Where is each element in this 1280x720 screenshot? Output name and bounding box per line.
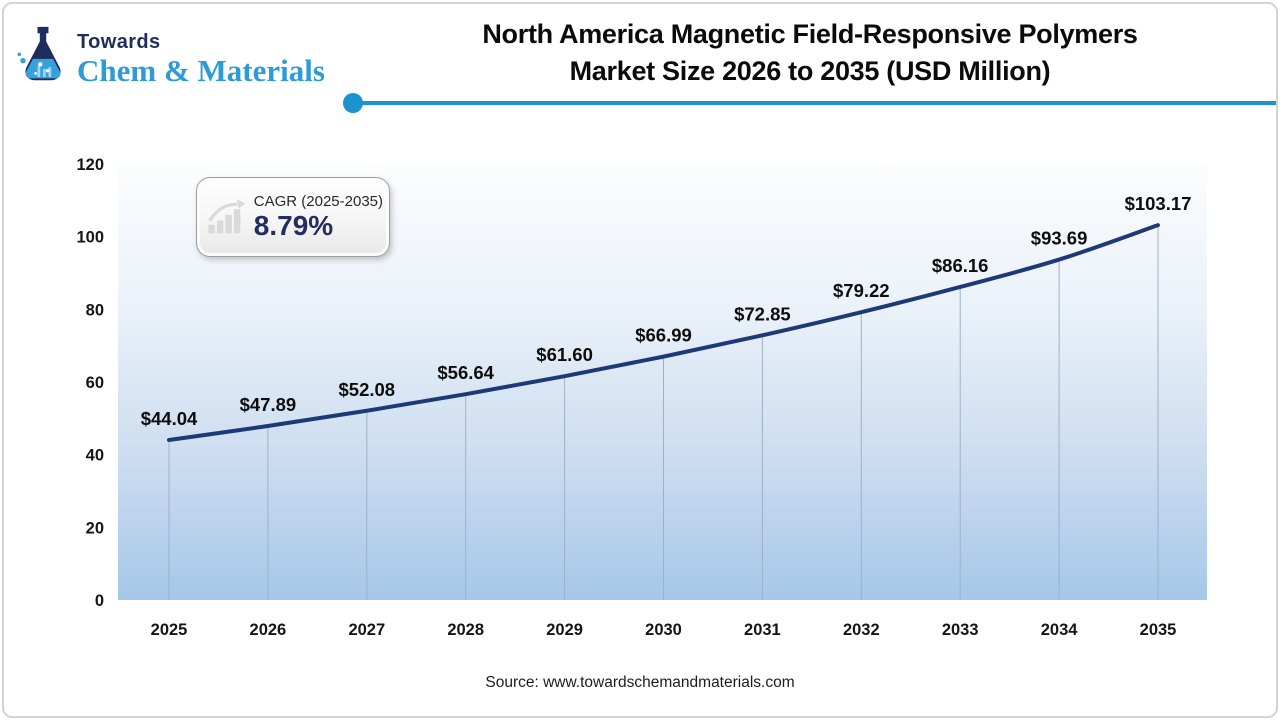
data-label: $93.69 xyxy=(1031,228,1088,249)
brand-text: Towards Chem & Materials xyxy=(77,26,325,88)
brand-name-bottom: Chem & Materials xyxy=(77,53,325,88)
data-label: $79.22 xyxy=(833,280,890,301)
y-tick-label: 120 xyxy=(76,156,104,174)
x-tick-label: 2033 xyxy=(942,621,979,639)
x-tick-label: 2030 xyxy=(645,621,682,639)
y-tick-label: 0 xyxy=(95,592,104,610)
cagr-badge: CAGR (2025-2035) 8.79% xyxy=(196,177,390,257)
data-label: $56.64 xyxy=(437,362,494,383)
x-tick-label: 2031 xyxy=(744,621,781,639)
brand-name-top: Towards xyxy=(77,31,161,53)
cagr-label: CAGR (2025-2035) xyxy=(253,193,383,210)
header-divider xyxy=(353,101,1276,105)
y-tick-label: 100 xyxy=(76,229,104,247)
x-tick-label: 2035 xyxy=(1140,621,1177,639)
x-tick-label: 2027 xyxy=(348,621,385,639)
page-title-line1: North America Magnetic Field-Responsive … xyxy=(482,19,1138,49)
data-label: $47.89 xyxy=(240,394,297,415)
y-tick-label: 40 xyxy=(86,447,104,465)
x-tick-label: 2026 xyxy=(250,621,287,639)
cagr-value: 8.79% xyxy=(253,210,334,241)
data-label: $66.99 xyxy=(635,325,692,346)
growth-chart-icon xyxy=(208,199,246,234)
data-line xyxy=(167,223,1160,442)
y-tick-label: 80 xyxy=(86,301,104,319)
data-label: $44.04 xyxy=(141,408,198,429)
flask-icon xyxy=(17,26,61,81)
brand-logo: Towards Chem & Materials xyxy=(14,26,325,88)
x-tick-label: 2029 xyxy=(546,621,583,639)
data-label: $103.17 xyxy=(1125,193,1192,214)
data-label: $52.08 xyxy=(339,379,396,400)
y-tick-label: 20 xyxy=(86,519,104,537)
x-tick-label: 2028 xyxy=(447,621,484,639)
source-text: Source: www.towardschemandmaterials.com xyxy=(485,674,795,691)
data-label: $61.60 xyxy=(536,344,593,365)
cagr-text: CAGR (2025-2035) 8.79% xyxy=(254,193,383,241)
data-label: $72.85 xyxy=(734,303,791,324)
page-title-line2: Market Size 2026 to 2035 (USD Million) xyxy=(569,56,1051,86)
y-tick-label: 60 xyxy=(86,374,104,392)
page-title: North America Magnetic Field-Responsive … xyxy=(350,16,1270,90)
x-tick-label: 2025 xyxy=(151,621,188,639)
x-tick-label: 2032 xyxy=(843,621,880,639)
x-tick-label: 2034 xyxy=(1041,621,1079,639)
data-label: $86.16 xyxy=(932,255,989,276)
